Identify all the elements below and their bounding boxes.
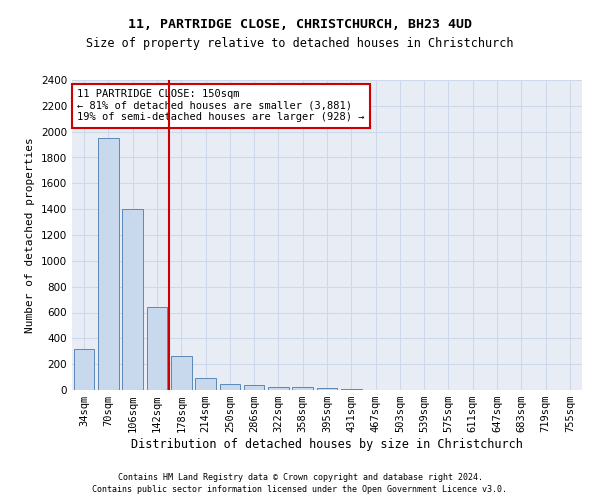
Bar	[268, 387, 289, 390]
X-axis label: Distribution of detached houses by size in Christchurch: Distribution of detached houses by size …	[131, 438, 523, 451]
Text: Size of property relative to detached houses in Christchurch: Size of property relative to detached ho…	[86, 38, 514, 51]
Bar	[122, 209, 143, 390]
Text: Contains public sector information licensed under the Open Government Licence v3: Contains public sector information licen…	[92, 485, 508, 494]
Text: Contains HM Land Registry data © Crown copyright and database right 2024.: Contains HM Land Registry data © Crown c…	[118, 474, 482, 482]
Bar	[317, 388, 337, 390]
Bar	[74, 348, 94, 390]
Text: 11 PARTRIDGE CLOSE: 150sqm
← 81% of detached houses are smaller (3,881)
19% of s: 11 PARTRIDGE CLOSE: 150sqm ← 81% of deta…	[77, 90, 365, 122]
Bar	[220, 384, 240, 390]
Bar	[171, 356, 191, 390]
Bar	[244, 386, 265, 390]
Bar	[146, 308, 167, 390]
Bar	[195, 378, 216, 390]
Bar	[292, 388, 313, 390]
Y-axis label: Number of detached properties: Number of detached properties	[25, 137, 35, 333]
Text: 11, PARTRIDGE CLOSE, CHRISTCHURCH, BH23 4UD: 11, PARTRIDGE CLOSE, CHRISTCHURCH, BH23 …	[128, 18, 472, 30]
Bar	[98, 138, 119, 390]
